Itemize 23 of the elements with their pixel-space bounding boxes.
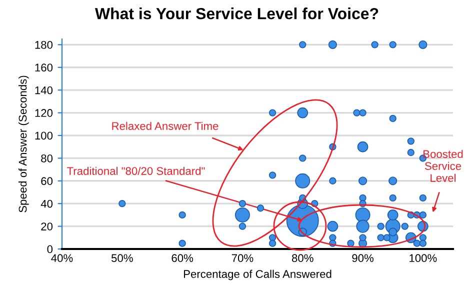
x-tick-label: 50% [111, 254, 133, 262]
y-tick-label: 100 [35, 132, 53, 140]
x-tick-label: 60% [172, 254, 194, 262]
y-axis-title: Speed of Answer (Seconds) [18, 76, 29, 212]
x-tick-label: 80% [292, 254, 314, 262]
y-tick-label: 40 [40, 200, 53, 208]
y-tick-label: 20 [41, 222, 53, 230]
x-axis-title: Percentage of Calls Answered [184, 270, 332, 280]
x-tick-label: 100% [410, 254, 437, 262]
y-tick-label: 140 [35, 86, 53, 94]
annotation: Traditional "80/20 Standard" [67, 166, 205, 175]
y-tick-label: 0 [47, 245, 53, 254]
x-tick-label: 70% [232, 254, 254, 262]
chart-title: What is Your Service Level for Voice? [94, 8, 378, 20]
y-tick-label: 160 [35, 64, 53, 72]
x-tick-label: 40% [51, 254, 73, 262]
y-tick-label: 120 [35, 109, 53, 117]
annotation: Relaxed Answer Time [112, 122, 218, 130]
y-tick-label: 80 [41, 154, 53, 162]
annotation: Boosted Service Level [424, 150, 463, 182]
x-tick-label: 90% [352, 254, 374, 262]
y-tick-label: 180 [35, 40, 53, 49]
y-tick-label: 60 [41, 177, 53, 186]
